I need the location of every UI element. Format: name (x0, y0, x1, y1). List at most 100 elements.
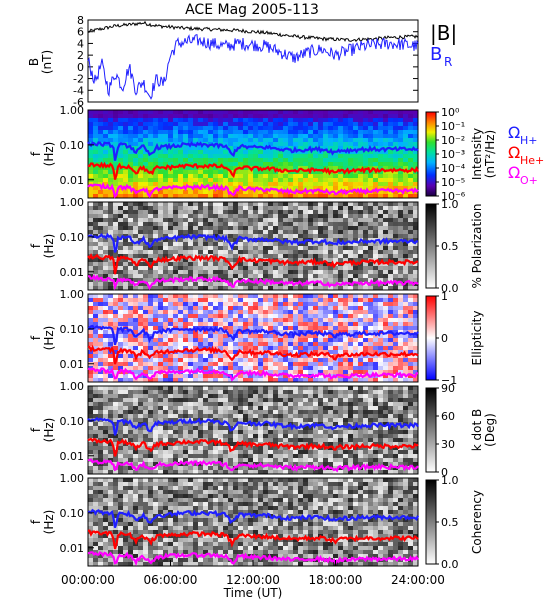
series-b-total (87, 20, 419, 42)
y-tick-label: 0.10 (60, 231, 85, 244)
curve-omega-h (87, 416, 419, 436)
colorbar-tick-label: 10⁻⁶ (441, 190, 466, 203)
y-tick-label: 0.01 (60, 266, 85, 279)
series-b-r (87, 34, 419, 100)
panel-k-dot-b: 1.00 0.10 0.01 f (Hz) 90 60 30 0 k dot B (Deg) (29, 380, 497, 479)
curve-omega-o (87, 458, 419, 473)
colorbar (425, 387, 437, 473)
colorbar-tick-label: 1.0 (441, 198, 459, 211)
y-tick-label: 6 (77, 26, 84, 39)
colorbar-tick-label: 60 (441, 410, 455, 423)
curve-omega-he (87, 344, 419, 365)
series-lines (87, 20, 419, 100)
y-axis-unit: (Hz) (42, 142, 56, 167)
y-axis-label: B (27, 58, 41, 66)
x-axis: 00:00:00 06:00:00 12:00:00 18:00:00 24:0… (61, 560, 445, 600)
colorbar-tick-label: 10⁻⁴ (441, 162, 466, 175)
y-tick-label: 0.01 (60, 450, 85, 463)
curve-omega-o (87, 367, 419, 382)
y-tick-label: 4 (77, 37, 84, 50)
y-axis-unit: (nT) (40, 50, 54, 74)
colorbar-label: Coherency (470, 490, 484, 554)
colorbar-tick-label: 1.0 (441, 474, 459, 487)
colorbar-tick-label: 0.5 (441, 516, 459, 529)
y-tick-label: -4 (73, 84, 84, 97)
spectrogram-image (88, 294, 419, 383)
colorbar (425, 479, 437, 565)
colorbar-unit: (nT²/Hz) (483, 130, 497, 178)
curve-omega-h (87, 141, 419, 161)
colorbar-tick-label: 10⁻¹ (441, 120, 465, 133)
colorbar (425, 295, 437, 381)
y-tick-label: 0.10 (60, 323, 85, 336)
y-tick-label: 2 (77, 49, 84, 62)
y-axis-label: f (29, 519, 43, 524)
x-tick-label: 00:00:00 (61, 573, 115, 587)
colorbar-tick-label: −1 (441, 374, 457, 387)
panel-frame (87, 293, 419, 383)
y-tick-label: 8 (77, 14, 84, 27)
curve-omega-he (87, 253, 419, 275)
curve-omega-o (87, 274, 419, 291)
colorbar-tick-label: 10⁰ (441, 106, 460, 119)
y-axis-label: f (29, 427, 43, 432)
y-tick-label: -2 (73, 73, 84, 86)
legend-omega-h-sub: H+ (520, 134, 538, 147)
y-axis-unit: (Hz) (42, 510, 56, 535)
y-tick-label: 0.01 (60, 358, 85, 371)
x-tick-label: 06:00:00 (144, 573, 198, 587)
panel-polarization: 1.00 0.10 0.01 f (Hz) 1.0 0.5 0.0 % Polarization (29, 196, 484, 295)
panel-frame (87, 109, 419, 199)
legend-gyrofrequencies: Ω H+ Ω He+ Ω O+ (508, 123, 544, 187)
colorbar (425, 203, 437, 289)
curve-omega-o (87, 181, 419, 199)
colorbar-unit: (Deg) (483, 413, 497, 447)
y-axis-unit: (Hz) (42, 326, 56, 351)
y-axis-label: f (29, 243, 43, 248)
colorbar-tick-label: 10⁻⁵ (441, 176, 465, 189)
colorbar-tick-label: 30 (441, 438, 455, 451)
legend-omega-h: Ω (508, 123, 520, 142)
colorbar-label: % Polarization (470, 204, 484, 289)
y-tick-label: 0.10 (60, 507, 85, 520)
colorbar-tick-label: 10⁻³ (441, 148, 465, 161)
colorbar-tick-label: 90 (441, 382, 455, 395)
colorbar-tick-label: 1 (441, 290, 448, 303)
panel-intensity: 1.00 0.10 0.01 f (Hz) 10⁰10⁻¹10⁻²10⁻³10⁻⁴10⁻⁵… (29, 104, 497, 203)
curve-omega-h (87, 324, 419, 346)
curve-omega-h (87, 232, 419, 253)
colorbar-label: k dot B (470, 409, 484, 451)
spectrogram-panels: 1.000.100.01f (Hz)10⁰10⁻¹10⁻²10⁻³10⁻⁴10⁻⁵… (29, 104, 497, 571)
colorbar-tick-label: 0 (441, 466, 448, 479)
legend-omega-o-sub: O+ (520, 174, 538, 187)
panel-frame (87, 19, 419, 103)
y-axis-label: f (29, 151, 43, 156)
curve-omega-he (87, 161, 419, 180)
legend-omega-o: Ω (508, 163, 520, 182)
y-axis-label: f (29, 335, 43, 340)
spectrogram-image (88, 110, 419, 199)
curve-omega-he (87, 437, 419, 457)
figure-title: ACE Mag 2005-113 (185, 2, 319, 18)
curve-omega-o (87, 551, 419, 567)
curve-omega-h (87, 508, 420, 529)
x-tick-label: 18:00:00 (309, 573, 363, 587)
y-tick-label: 1.00 (60, 196, 85, 209)
x-tick-label: 12:00:00 (226, 573, 280, 587)
spectrogram-image (88, 386, 419, 475)
curve-omega-he (87, 529, 419, 550)
colorbar-tick-label: 10⁻² (441, 134, 465, 147)
colorbar-label: Intensity (470, 128, 484, 180)
legend-magnetic-field: |B| B R (430, 21, 457, 69)
legend-omega-he-sub: He+ (520, 154, 544, 167)
colorbar (425, 111, 437, 197)
legend-b-r: B (430, 44, 442, 65)
y-tick-label: 0.10 (60, 139, 85, 152)
panel-frame (87, 201, 419, 291)
legend-b-total: |B| (430, 21, 457, 45)
panel-ellipticity: 1.00 0.10 0.01 f (Hz) 1 0 −1 Ellipticity (29, 288, 484, 387)
y-tick-label: 1.00 (60, 472, 85, 485)
y-tick-label: 0.10 (60, 415, 85, 428)
